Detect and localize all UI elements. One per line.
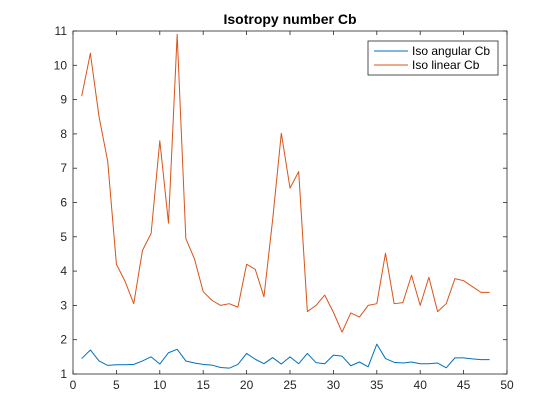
y-tick-label: 9: [60, 93, 67, 107]
series-layer: [81, 33, 490, 369]
x-tick-label: 40: [414, 378, 428, 392]
y-tick-label: 1: [60, 367, 67, 381]
x-tick-label: 45: [457, 378, 471, 392]
x-tick-label: 10: [153, 378, 167, 392]
legend-label: Iso angular Cb: [412, 44, 490, 58]
y-tick-label: 7: [60, 161, 67, 175]
y-tick-label: 3: [60, 298, 67, 312]
x-tick-label: 35: [370, 378, 384, 392]
x-tick-label: 0: [70, 378, 77, 392]
x-tick-label: 50: [500, 378, 514, 392]
y-tick-label: 2: [60, 333, 67, 347]
y-tick-label: 4: [60, 264, 67, 278]
x-tick-label: 30: [327, 378, 341, 392]
x-tick-label: 5: [113, 378, 120, 392]
legend-box: [367, 40, 499, 76]
legend-label: Iso linear Cb: [412, 58, 480, 72]
x-tick-label: 25: [283, 378, 297, 392]
y-tick-label: 8: [60, 127, 67, 141]
y-tick-label: 11: [55, 24, 68, 38]
y-tick-label: 6: [60, 196, 67, 210]
y-tick-label: 5: [60, 230, 67, 244]
chart-title: Isotropy number Cb: [223, 11, 356, 27]
x-tick-label: 20: [240, 378, 254, 392]
series-line-iso-angular-cb: [81, 343, 490, 369]
plot-background: [73, 31, 507, 374]
series-line-iso-linear-cb: [81, 33, 490, 333]
y-tick-label: 10: [54, 58, 68, 72]
x-tick-label: 15: [197, 378, 211, 392]
